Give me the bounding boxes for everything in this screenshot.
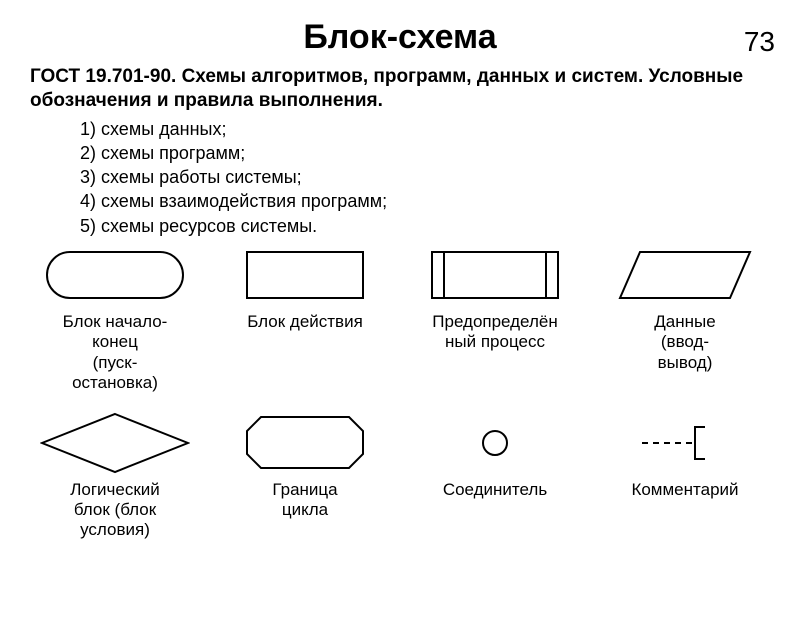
shape-predefined: Предопределён ный процесс (410, 244, 580, 353)
shape-loop: Граница цикла (220, 412, 390, 521)
shape-label: Предопределён ный процесс (432, 312, 557, 353)
loop-icon (245, 412, 365, 474)
list-item: 2) схемы программ; (80, 141, 800, 165)
page-title: Блок-схема (0, 18, 800, 57)
subtitle: ГОСТ 19.701-90. Схемы алгоритмов, програ… (30, 65, 770, 113)
decision-icon (40, 412, 190, 474)
comment-icon (640, 412, 730, 474)
terminator-icon (45, 244, 185, 306)
shape-label: Логический блок (блок условия) (70, 480, 160, 541)
shape-label: Блок начало- конец (пуск- остановка) (63, 312, 168, 394)
shape-label: Соединитель (443, 480, 547, 500)
shape-label: Комментарий (631, 480, 738, 500)
shape-process: Блок действия (220, 244, 390, 332)
shapes-row-1: Блок начало- конец (пуск- остановка) Бло… (0, 244, 800, 394)
list-item: 4) схемы взаимодействия программ; (80, 189, 800, 213)
shape-label: Граница цикла (272, 480, 337, 521)
list-item: 5) схемы ресурсов системы. (80, 214, 800, 238)
shape-decision: Логический блок (блок условия) (30, 412, 200, 541)
list-item: 1) схемы данных; (80, 117, 800, 141)
shape-data: Данные (ввод- вывод) (600, 244, 770, 373)
page-number: 73 (744, 26, 775, 58)
shape-comment: Комментарий (600, 412, 770, 500)
shape-label: Блок действия (247, 312, 363, 332)
predefined-icon (430, 244, 560, 306)
shape-terminator: Блок начало- конец (пуск- остановка) (30, 244, 200, 394)
shapes-row-2: Логический блок (блок условия) Граница ц… (0, 412, 800, 541)
list-item: 3) схемы работы системы; (80, 165, 800, 189)
shape-connector: Соединитель (410, 412, 580, 500)
scheme-list: 1) схемы данных; 2) схемы программ; 3) с… (80, 117, 800, 238)
data-icon (618, 244, 753, 306)
connector-icon (481, 412, 509, 474)
shape-label: Данные (ввод- вывод) (654, 312, 715, 373)
process-icon (245, 244, 365, 306)
